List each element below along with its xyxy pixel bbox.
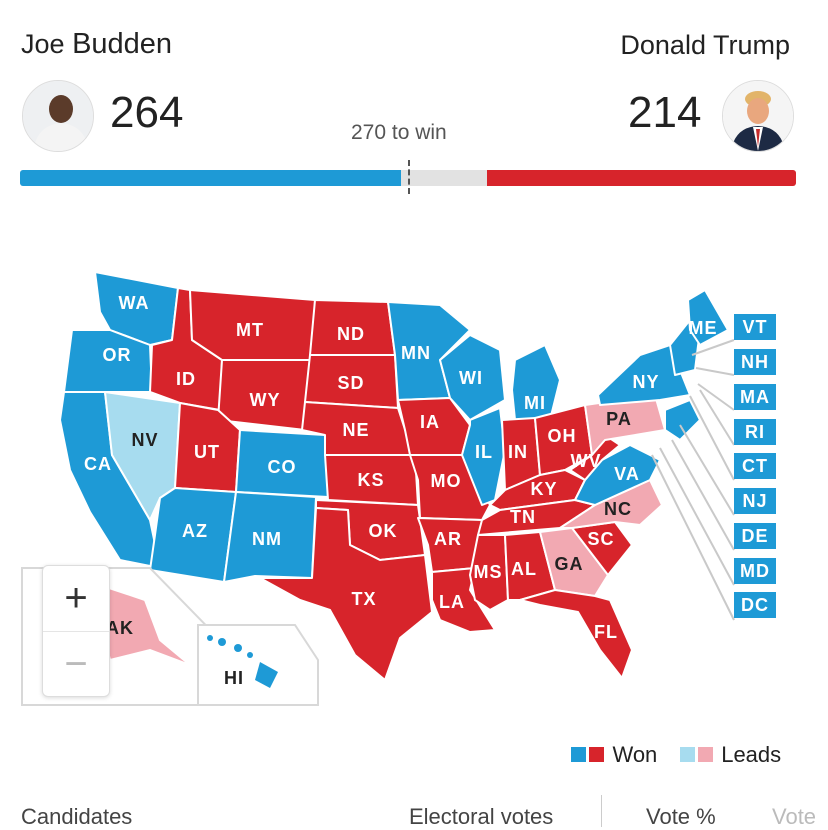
zoom-out-button[interactable]: −: [43, 631, 109, 696]
label-MO: MO: [431, 471, 462, 491]
right-candidate-name: Donald Trump: [620, 30, 790, 60]
state-box-MA[interactable]: MA: [734, 384, 776, 410]
label-FL: FL: [594, 622, 618, 642]
label-NC: NC: [604, 499, 632, 519]
label-ND: ND: [337, 324, 365, 344]
legend-leads-label: Leads: [721, 742, 782, 767]
legend-won-label: Won: [612, 742, 658, 767]
dem-won-swatch: [571, 747, 586, 762]
left-candidate-last-name: Budden: [72, 28, 173, 60]
state-FL[interactable]: [519, 589, 633, 679]
left-candidate-votes: 264: [110, 88, 184, 137]
state-OH[interactable]: [534, 404, 593, 476]
label-NY: NY: [632, 372, 659, 392]
state-box-DE[interactable]: DE: [734, 523, 776, 549]
label-IL: IL: [475, 442, 493, 462]
right-candidate-progress: [487, 170, 796, 186]
state-box-NJ[interactable]: NJ: [734, 488, 776, 514]
table-header-divider: [601, 795, 602, 827]
label-NE: NE: [342, 420, 369, 440]
state-box-DC[interactable]: DC: [734, 592, 776, 618]
label-MT: MT: [236, 320, 264, 340]
label-WA: WA: [119, 293, 150, 313]
zoom-controls: + −: [42, 565, 110, 697]
label-AZ: AZ: [182, 521, 208, 541]
table-header-vote-pct[interactable]: Vote %: [646, 804, 716, 829]
left-candidate-name: Joe Budden: [21, 28, 172, 61]
win-threshold-marker: [408, 160, 410, 194]
left-candidate-first-name: Joe: [21, 29, 65, 59]
state-VA[interactable]: [574, 444, 661, 506]
to-win-label: 270 to win: [351, 121, 447, 144]
label-SC: SC: [587, 529, 614, 549]
person-photo-icon: [23, 81, 93, 151]
label-WV: WV: [571, 451, 602, 471]
label-WY: WY: [250, 390, 281, 410]
table-header-votes[interactable]: Vote: [772, 804, 817, 829]
state-box-RI[interactable]: RI: [734, 419, 776, 445]
state-TX[interactable]: [259, 507, 433, 681]
state-WI[interactable]: [439, 334, 506, 421]
label-KS: KS: [357, 470, 384, 490]
hawaii-inset: [197, 624, 319, 706]
label-CO: CO: [268, 457, 297, 477]
label-TN: TN: [510, 507, 536, 527]
label-VA: VA: [614, 464, 640, 484]
label-WI: WI: [459, 368, 483, 388]
us-electoral-map: WA OR CA NV ID MT WY UT CO AZ NM ND SD N…: [21, 271, 735, 706]
state-IL[interactable]: [461, 407, 506, 506]
table-header-candidates[interactable]: Candidates: [21, 804, 133, 829]
label-MI: MI: [524, 393, 546, 413]
state-box-MD[interactable]: MD: [734, 558, 776, 584]
table-header-electoral-votes[interactable]: Electoral votes: [409, 804, 554, 829]
person-photo-icon: [723, 81, 793, 151]
state-box-CT[interactable]: CT: [734, 453, 776, 479]
label-CA: CA: [84, 454, 112, 474]
label-NV: NV: [131, 430, 158, 450]
legend: Won Leads: [571, 742, 781, 768]
label-IA: IA: [420, 412, 440, 432]
label-LA: LA: [439, 592, 465, 612]
zoom-in-button[interactable]: +: [43, 566, 109, 631]
right-candidate-votes: 214: [628, 88, 702, 137]
rep-won-swatch: [589, 747, 604, 762]
label-PA: PA: [606, 409, 632, 429]
label-ID: ID: [176, 369, 196, 389]
state-NY[interactable]: [597, 344, 691, 406]
label-KY: KY: [530, 479, 557, 499]
left-candidate-avatar: [22, 80, 94, 152]
dem-leads-swatch: [679, 747, 695, 762]
label-TX: TX: [351, 589, 376, 609]
state-box-NH[interactable]: NH: [734, 349, 776, 375]
label-OH: OH: [548, 426, 577, 446]
label-GA: GA: [555, 554, 584, 574]
label-SD: SD: [337, 373, 364, 393]
label-NM: NM: [252, 529, 282, 549]
label-ME: ME: [689, 318, 718, 338]
label-IN: IN: [508, 442, 528, 462]
label-MS: MS: [474, 562, 503, 582]
right-candidate-avatar: [722, 80, 794, 152]
label-AK: AK: [106, 618, 134, 638]
label-UT: UT: [194, 442, 220, 462]
state-NJ-region[interactable]: [664, 399, 701, 441]
label-OK: OK: [369, 521, 398, 541]
label-AL: AL: [511, 559, 537, 579]
left-candidate-progress: [20, 170, 401, 186]
rep-leads-swatch: [697, 747, 713, 762]
label-AR: AR: [434, 529, 462, 549]
state-ME[interactable]: [687, 289, 729, 346]
state-HI[interactable]: [255, 662, 278, 688]
label-OR: OR: [103, 345, 132, 365]
label-MN: MN: [401, 343, 431, 363]
label-HI: HI: [224, 668, 244, 688]
state-box-VT[interactable]: VT: [734, 314, 776, 340]
